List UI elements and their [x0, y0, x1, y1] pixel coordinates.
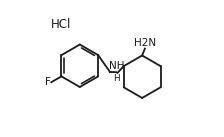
- Text: H: H: [114, 74, 120, 83]
- Text: NH: NH: [109, 61, 125, 71]
- Text: HCl: HCl: [51, 18, 71, 31]
- Text: F: F: [45, 77, 51, 87]
- Text: H2N: H2N: [134, 38, 156, 48]
